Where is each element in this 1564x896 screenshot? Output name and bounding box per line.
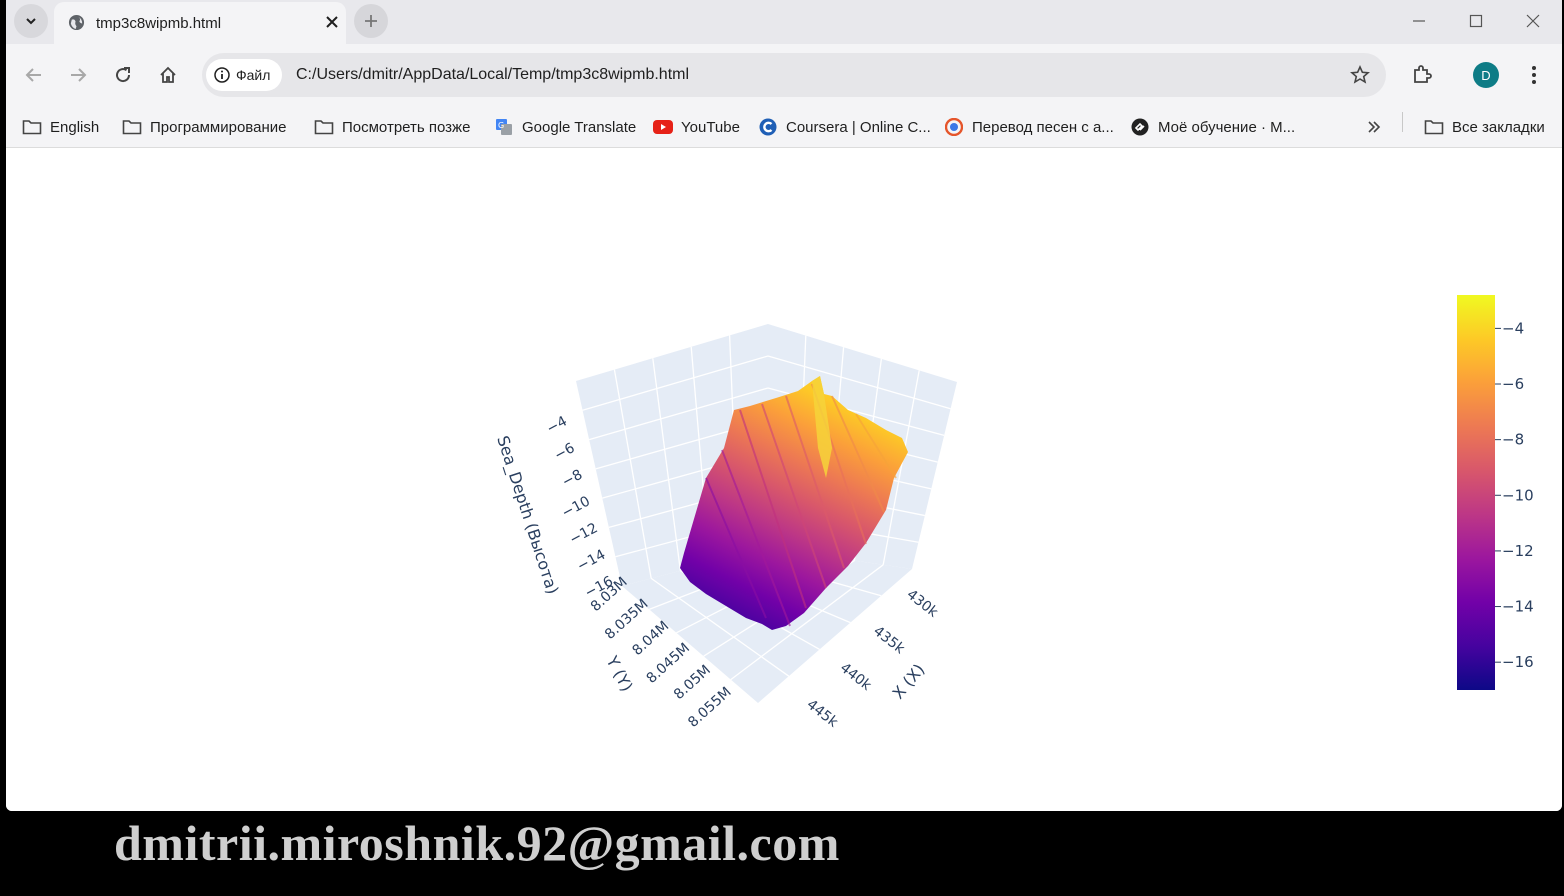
browser-window: tmp3c8wipmb.html bbox=[6, 0, 1562, 811]
tab-title: tmp3c8wipmb.html bbox=[96, 15, 221, 32]
bookmark-google-translate[interactable]: G Google Translate bbox=[494, 112, 636, 142]
x-axis-title: X (X) bbox=[889, 660, 929, 702]
x-tick-label: 445k bbox=[804, 697, 842, 732]
url-text[interactable]: C:/Users/dmitr/AppData/Local/Temp/tmp3c8… bbox=[296, 66, 689, 84]
colorbar-tick-label: −14 bbox=[1502, 598, 1534, 616]
home-button[interactable] bbox=[152, 59, 184, 91]
bookmark-label: Перевод песен с а... bbox=[972, 119, 1114, 136]
folder-icon bbox=[314, 118, 334, 136]
y-tick-label: 8.05M bbox=[671, 662, 714, 703]
plus-icon bbox=[364, 14, 378, 28]
watermark-email: dmitrii.miroshnik.92@gmail.com bbox=[114, 814, 840, 872]
profile-avatar[interactable]: D bbox=[1473, 62, 1499, 88]
chevron-down-icon bbox=[24, 14, 38, 28]
x-tick-label: 430k bbox=[904, 587, 942, 622]
x-tick-label: 440k bbox=[837, 660, 875, 695]
svg-text:G: G bbox=[498, 121, 504, 130]
reload-button[interactable] bbox=[107, 59, 139, 91]
bookmark-label: Моё обучение · М... bbox=[1158, 119, 1295, 136]
toolbar: Файл C:/Users/dmitr/AppData/Local/Temp/t… bbox=[6, 44, 1562, 106]
z-tick-label: −14 bbox=[575, 547, 609, 575]
lyrics-site-icon bbox=[944, 118, 964, 136]
address-bar[interactable]: Файл C:/Users/dmitr/AppData/Local/Temp/t… bbox=[202, 53, 1386, 97]
y-axis-title: Y (Y) bbox=[602, 652, 637, 695]
folder-icon bbox=[22, 118, 42, 136]
bookmark-programming[interactable]: Программирование bbox=[122, 112, 286, 142]
y-tick-label: 8.04M bbox=[629, 618, 672, 659]
bookmark-english[interactable]: English bbox=[22, 112, 99, 142]
bookmark-song-translations[interactable]: Перевод песен с а... bbox=[944, 112, 1114, 142]
bookmark-label: YouTube bbox=[681, 119, 740, 136]
puzzle-icon bbox=[1411, 64, 1433, 86]
surface-plot[interactable]: −4−6−8−10−12−14−16 8.03M8.035M8.04M8.045… bbox=[6, 148, 1562, 811]
forward-button[interactable] bbox=[62, 59, 94, 91]
new-tab-button[interactable] bbox=[354, 4, 388, 38]
extensions-button[interactable] bbox=[1406, 59, 1438, 91]
maximize-button[interactable] bbox=[1461, 8, 1491, 34]
bookmark-star-button[interactable] bbox=[1348, 63, 1372, 87]
folder-icon bbox=[122, 118, 142, 136]
colorbar-tick-label: −6 bbox=[1502, 375, 1524, 393]
more-vert-icon bbox=[1531, 65, 1537, 85]
site-chip-label: Файл bbox=[236, 67, 270, 83]
globe-icon bbox=[68, 14, 85, 31]
z-tick-label: −6 bbox=[552, 440, 578, 464]
window-close-button[interactable] bbox=[1518, 8, 1548, 34]
bookmark-watch-later[interactable]: Посмотреть позже bbox=[314, 112, 470, 142]
coursera-icon bbox=[758, 118, 778, 136]
colorbar bbox=[1457, 295, 1495, 690]
bookmark-label: Посмотреть позже bbox=[342, 119, 470, 136]
colorbar-ticks: −4 −6 −8 −10 −12 −14 −16 bbox=[1495, 319, 1534, 671]
tab-strip: tmp3c8wipmb.html bbox=[6, 0, 1562, 44]
tab-search-button[interactable] bbox=[14, 4, 48, 38]
site-info-chip[interactable]: Файл bbox=[206, 59, 282, 91]
bookmark-youtube[interactable]: YouTube bbox=[653, 112, 740, 142]
maximize-icon bbox=[1469, 14, 1483, 28]
minimize-icon bbox=[1412, 14, 1426, 28]
info-icon bbox=[214, 67, 230, 83]
colorbar-tick-label: −10 bbox=[1502, 486, 1534, 504]
bookmark-label: Coursera | Online C... bbox=[786, 119, 931, 136]
bookmark-coursera[interactable]: Coursera | Online C... bbox=[758, 112, 931, 142]
bookmark-label: Программирование bbox=[150, 119, 286, 136]
chevron-double-right-icon bbox=[1366, 120, 1382, 134]
bookmark-my-learning[interactable]: Моё обучение · М... bbox=[1130, 112, 1295, 142]
z-tick-label: −12 bbox=[567, 520, 601, 548]
google-translate-icon: G bbox=[494, 118, 514, 136]
bookmarks-divider bbox=[1402, 112, 1403, 132]
bookmark-label: Google Translate bbox=[522, 119, 636, 136]
z-tick-label: −8 bbox=[559, 467, 585, 491]
z-tick-label: −10 bbox=[559, 493, 593, 521]
colorbar-tick-label: −4 bbox=[1502, 319, 1524, 337]
close-icon bbox=[326, 16, 338, 28]
z-axis-title: Sea_Depth (Высота) bbox=[492, 433, 562, 597]
minimize-button[interactable] bbox=[1404, 8, 1434, 34]
x-tick-label: 435k bbox=[870, 623, 908, 658]
youtube-icon bbox=[653, 118, 673, 136]
colorbar-tick-label: −12 bbox=[1502, 542, 1534, 560]
bookmark-label: Все закладки bbox=[1452, 119, 1545, 136]
all-bookmarks-button[interactable]: Все закладки bbox=[1424, 112, 1545, 142]
home-icon bbox=[159, 66, 177, 84]
active-tab[interactable]: tmp3c8wipmb.html bbox=[54, 2, 346, 44]
browser-menu-button[interactable] bbox=[1520, 59, 1548, 91]
back-button[interactable] bbox=[18, 59, 50, 91]
colorbar-tick-label: −8 bbox=[1502, 431, 1524, 449]
colorbar-tick-label: −16 bbox=[1502, 653, 1534, 671]
arrow-left-icon bbox=[25, 66, 43, 84]
bookmark-label: English bbox=[50, 119, 99, 136]
folder-icon bbox=[1424, 118, 1444, 136]
page-content: −4 −6 −8 −10 −12 −14 −16 8.03M 8.035M 8.04M 8.045… bbox=[6, 148, 1562, 811]
bookmarks-overflow-button[interactable] bbox=[1366, 112, 1382, 142]
z-tick-label: −4 bbox=[544, 413, 570, 437]
arrow-right-icon bbox=[69, 66, 87, 84]
learning-site-icon bbox=[1130, 118, 1150, 136]
reload-icon bbox=[114, 66, 132, 84]
close-icon bbox=[1526, 14, 1540, 28]
bookmarks-bar: English Программирование Посмотреть позж… bbox=[6, 106, 1562, 148]
tab-close-button[interactable] bbox=[320, 10, 344, 34]
star-icon bbox=[1350, 65, 1370, 85]
